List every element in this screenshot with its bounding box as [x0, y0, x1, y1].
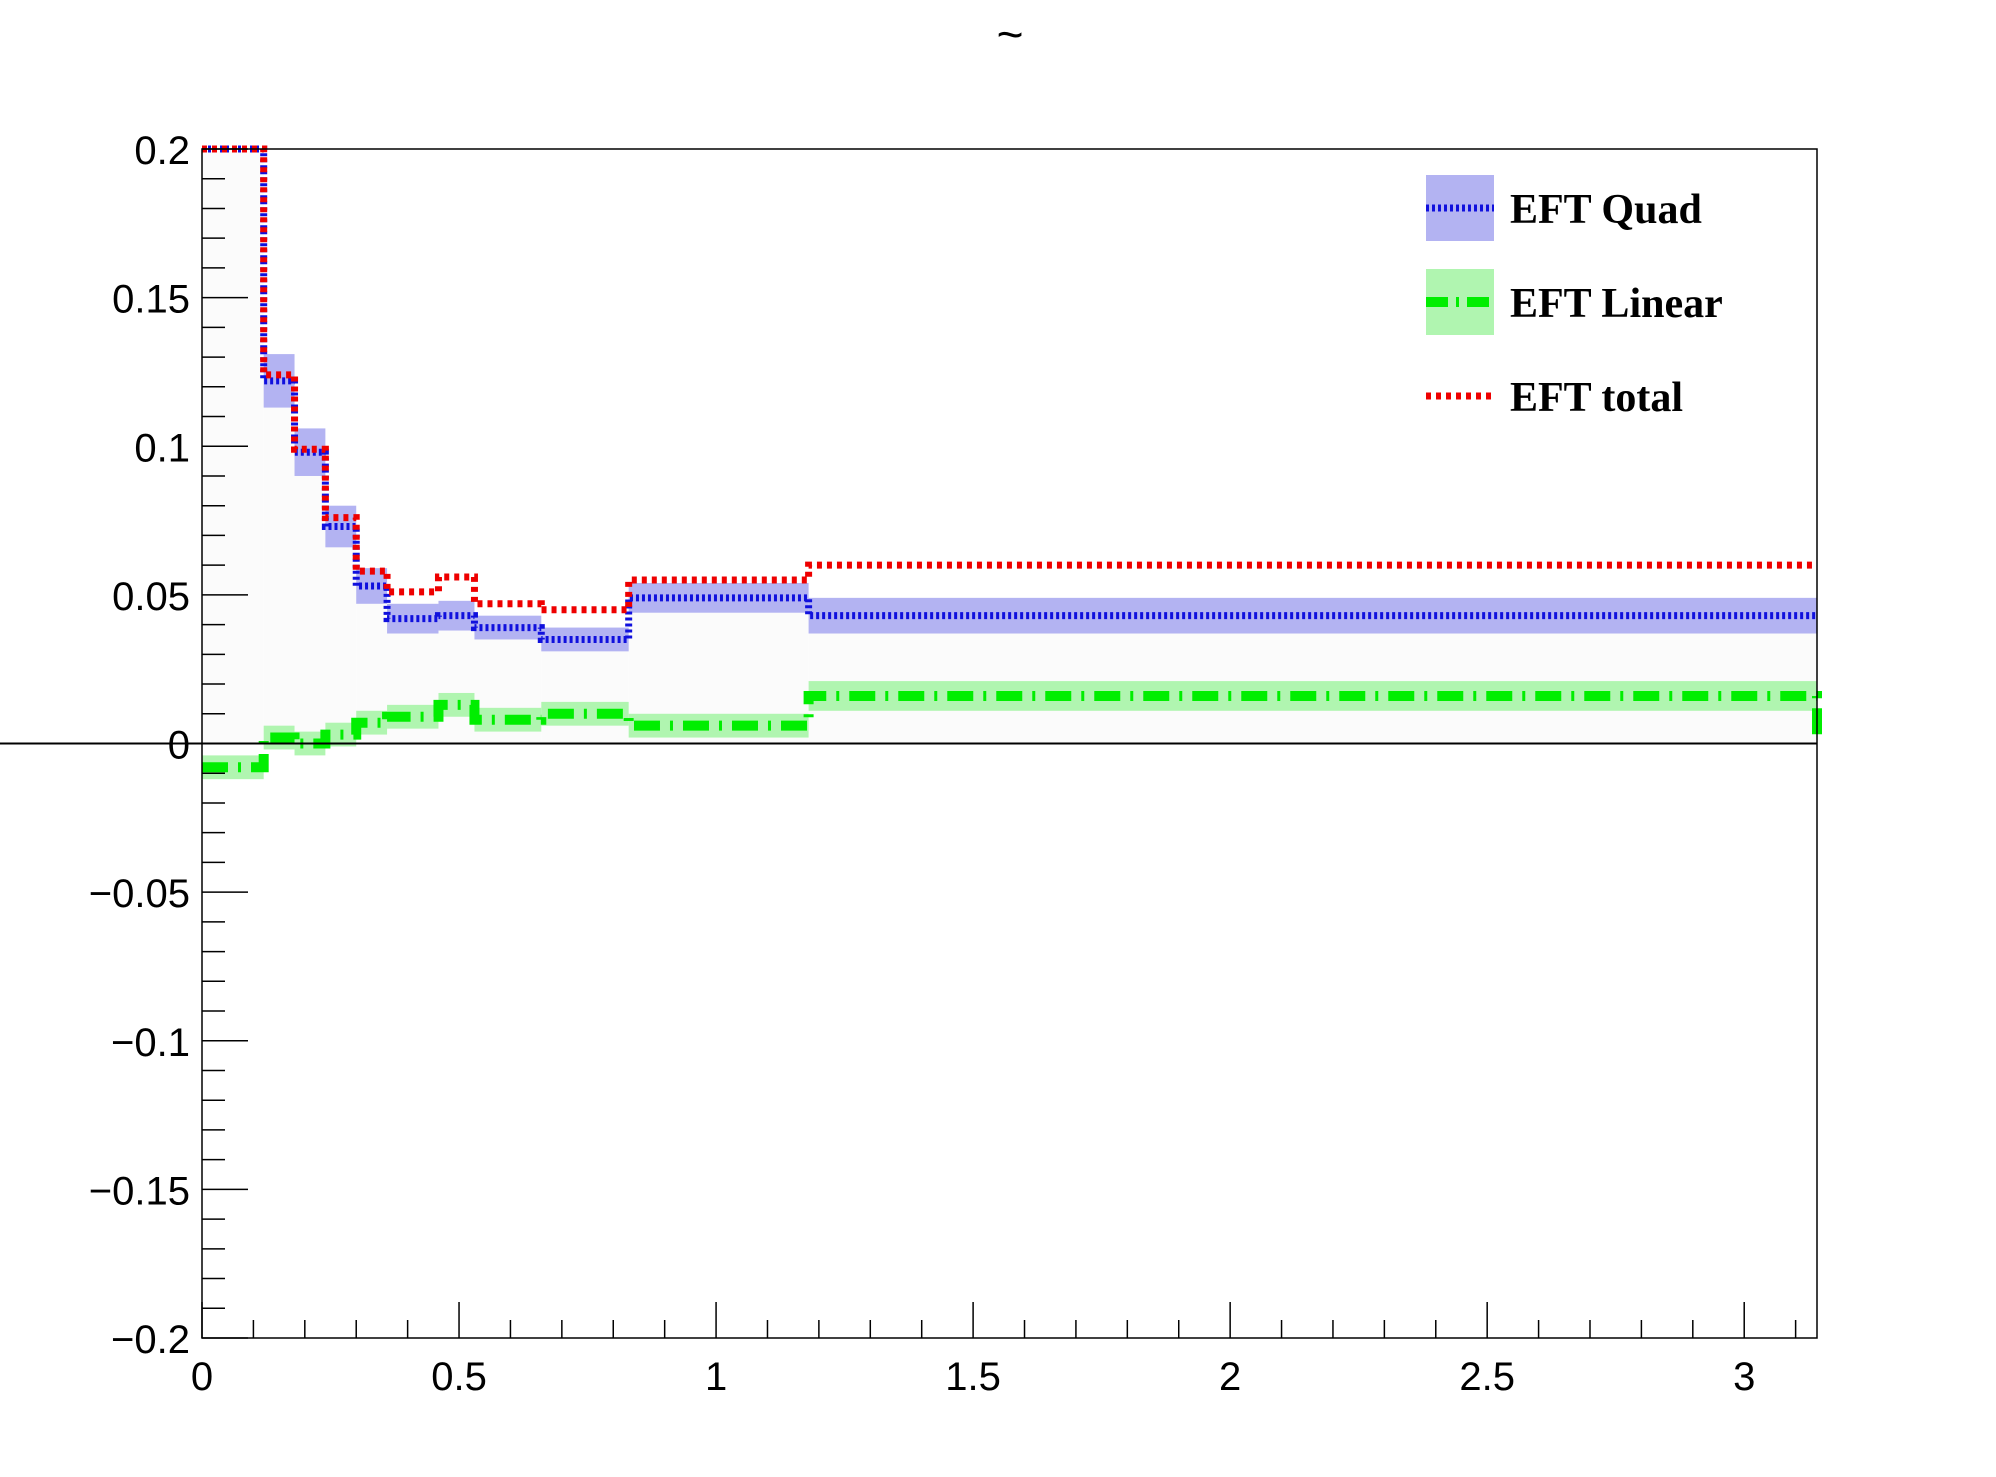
band-bin-1 — [356, 710, 388, 735]
chart-title: ~ — [997, 8, 1024, 60]
band-bin-0 — [474, 615, 542, 640]
band-bin-0 — [808, 597, 1817, 634]
y-tick-label: 0.2 — [134, 129, 190, 173]
y-tick-label: −0.15 — [89, 1169, 190, 1213]
x-tick-label: 0 — [191, 1355, 213, 1399]
y-tick-label: −0.05 — [89, 872, 190, 916]
legend-swatch-band — [1426, 175, 1494, 241]
quad-fill-bin — [541, 639, 629, 744]
quad-fill-bin — [294, 452, 326, 744]
quad-fill-bin — [438, 615, 475, 744]
axis-layer: −0.2 −0.15 −0.1 −0.05 0 0.05 0.1 0.15 0.2 0 0.5 1 1.… — [0, 129, 1818, 1399]
series-line-2 — [202, 145, 1817, 614]
series-line-1 — [202, 690, 1822, 773]
y-tick-label: 0.15 — [112, 278, 190, 322]
x-tick-label: 2 — [1219, 1355, 1241, 1399]
band-bin-0 — [628, 582, 809, 613]
y-tick-label: −0.1 — [111, 1021, 190, 1065]
legend-label: EFT Linear — [1510, 281, 1723, 327]
quad-fill-bin — [263, 380, 295, 744]
x-tick-label: 3 — [1733, 1355, 1755, 1399]
y-tick-label: 0.05 — [112, 575, 190, 619]
x-tick-label: 2.5 — [1459, 1355, 1515, 1399]
x-tick-label: 1.5 — [945, 1355, 1001, 1399]
band-bin-1 — [387, 704, 439, 729]
quad-fill-bin — [325, 526, 357, 744]
band-bin-1 — [438, 692, 475, 717]
y-tick-label: 0.1 — [134, 426, 190, 470]
x-tick-label: 0.5 — [431, 1355, 487, 1399]
fill-layer — [202, 149, 1817, 744]
band-bin-1 — [628, 713, 809, 738]
legend: EFT Quad EFT Linear EFT total — [1426, 175, 1723, 421]
legend-label: EFT Quad — [1510, 187, 1702, 233]
line-layer — [202, 145, 1822, 773]
band-bin-0 — [541, 627, 629, 652]
y-tick-label: 0 — [168, 724, 190, 768]
quad-fill-bin — [808, 615, 1817, 744]
legend-label: EFT total — [1510, 375, 1683, 421]
y-tick-label: −0.2 — [111, 1318, 190, 1362]
x-tick-label: 1 — [705, 1355, 727, 1399]
